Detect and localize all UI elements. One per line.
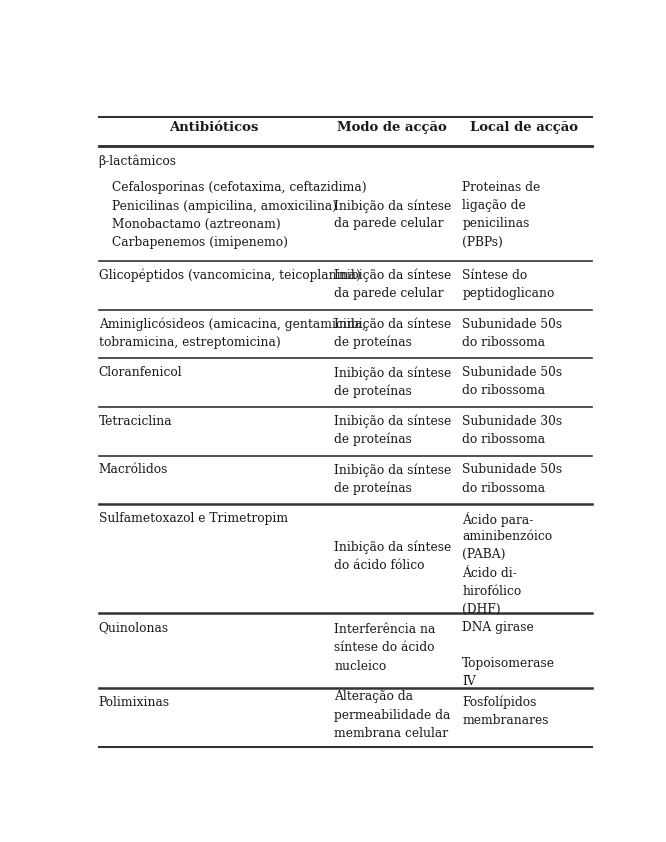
Text: peptidoglicano: peptidoglicano bbox=[462, 287, 555, 300]
Text: Inibição da síntese: Inibição da síntese bbox=[334, 200, 452, 213]
Text: Carbapenemos (imipenemo): Carbapenemos (imipenemo) bbox=[112, 236, 288, 249]
Text: Inibição da síntese: Inibição da síntese bbox=[334, 366, 452, 380]
Text: de proteínas: de proteínas bbox=[334, 433, 412, 446]
Text: Inibição da síntese: Inibição da síntese bbox=[334, 541, 452, 554]
Text: do ribossoma: do ribossoma bbox=[462, 433, 545, 446]
Text: DNA girase: DNA girase bbox=[462, 621, 534, 634]
Text: Subunidade 30s: Subunidade 30s bbox=[462, 415, 562, 428]
Text: Aminiglicósideos (amicacina, gentamicina,: Aminiglicósideos (amicacina, gentamicina… bbox=[99, 317, 366, 331]
Text: do ribossoma: do ribossoma bbox=[462, 384, 545, 397]
Text: penicilinas: penicilinas bbox=[462, 217, 529, 231]
Text: Macrólidos: Macrólidos bbox=[99, 463, 168, 477]
Text: do ribossoma: do ribossoma bbox=[462, 482, 545, 494]
Text: nucleico: nucleico bbox=[334, 659, 386, 673]
Text: Subunidade 50s: Subunidade 50s bbox=[462, 317, 562, 331]
Text: Sulfametoxazol e Trimetropim: Sulfametoxazol e Trimetropim bbox=[99, 512, 288, 525]
Text: Cloranfenicol: Cloranfenicol bbox=[99, 366, 182, 379]
Text: ligação de: ligação de bbox=[462, 200, 526, 212]
Text: Subunidade 50s: Subunidade 50s bbox=[462, 463, 562, 477]
Text: Inibição da síntese: Inibição da síntese bbox=[334, 463, 452, 477]
Text: Polimixinas: Polimixinas bbox=[99, 695, 170, 709]
Text: síntese do ácido: síntese do ácido bbox=[334, 642, 435, 654]
Text: Quinolonas: Quinolonas bbox=[99, 621, 169, 634]
Text: membranares: membranares bbox=[462, 714, 549, 727]
Text: (PBPs): (PBPs) bbox=[462, 236, 503, 248]
Text: Interferência na: Interferência na bbox=[334, 623, 436, 637]
Text: (PABA): (PABA) bbox=[462, 548, 505, 562]
Text: tobramicina, estreptomicina): tobramicina, estreptomicina) bbox=[99, 336, 280, 349]
Text: da parede celular: da parede celular bbox=[334, 217, 444, 231]
Text: de proteínas: de proteínas bbox=[334, 384, 412, 398]
Text: do ribossoma: do ribossoma bbox=[462, 336, 545, 349]
Text: Modo de acção: Modo de acção bbox=[337, 121, 447, 134]
Text: Ácido para-: Ácido para- bbox=[462, 512, 533, 527]
Text: Proteinas de: Proteinas de bbox=[462, 181, 541, 195]
Text: Monobactamo (aztreonam): Monobactamo (aztreonam) bbox=[112, 218, 280, 231]
Text: hirofólico: hirofólico bbox=[462, 584, 521, 598]
Text: membrana celular: membrana celular bbox=[334, 727, 448, 739]
Text: Subunidade 50s: Subunidade 50s bbox=[462, 366, 562, 379]
Text: Cefalosporinas (cefotaxima, ceftazidima): Cefalosporinas (cefotaxima, ceftazidima) bbox=[112, 181, 366, 195]
Text: Glicopéptidos (vancomicina, teicoplanina): Glicopéptidos (vancomicina, teicoplanina… bbox=[99, 269, 360, 282]
Text: IV: IV bbox=[462, 675, 476, 689]
Text: Síntese do: Síntese do bbox=[462, 269, 527, 282]
Text: Alteração da: Alteração da bbox=[334, 690, 413, 703]
Text: Inibição da síntese: Inibição da síntese bbox=[334, 415, 452, 429]
Text: da parede celular: da parede celular bbox=[334, 287, 444, 300]
Text: Penicilinas (ampicilina, amoxicilina): Penicilinas (ampicilina, amoxicilina) bbox=[112, 200, 337, 212]
Text: Inibição da síntese: Inibição da síntese bbox=[334, 317, 452, 331]
Text: Fosfolípidos: Fosfolípidos bbox=[462, 695, 537, 709]
Text: Topoisomerase: Topoisomerase bbox=[462, 658, 555, 670]
Text: de proteínas: de proteínas bbox=[334, 482, 412, 495]
Text: Tetraciclina: Tetraciclina bbox=[99, 415, 172, 428]
Text: do ácido fólico: do ácido fólico bbox=[334, 559, 425, 572]
Text: Antibióticos: Antibióticos bbox=[168, 121, 258, 134]
Text: de proteínas: de proteínas bbox=[334, 336, 412, 349]
Text: Local de acção: Local de acção bbox=[470, 121, 578, 134]
Text: aminibenzóico: aminibenzóico bbox=[462, 530, 552, 543]
Text: Ácido di-: Ácido di- bbox=[462, 567, 517, 579]
Text: Inibição da síntese: Inibição da síntese bbox=[334, 269, 452, 282]
Text: β-lactâmicos: β-lactâmicos bbox=[99, 154, 176, 168]
Text: permeabilidade da: permeabilidade da bbox=[334, 708, 450, 722]
Text: (DHF): (DHF) bbox=[462, 603, 501, 616]
